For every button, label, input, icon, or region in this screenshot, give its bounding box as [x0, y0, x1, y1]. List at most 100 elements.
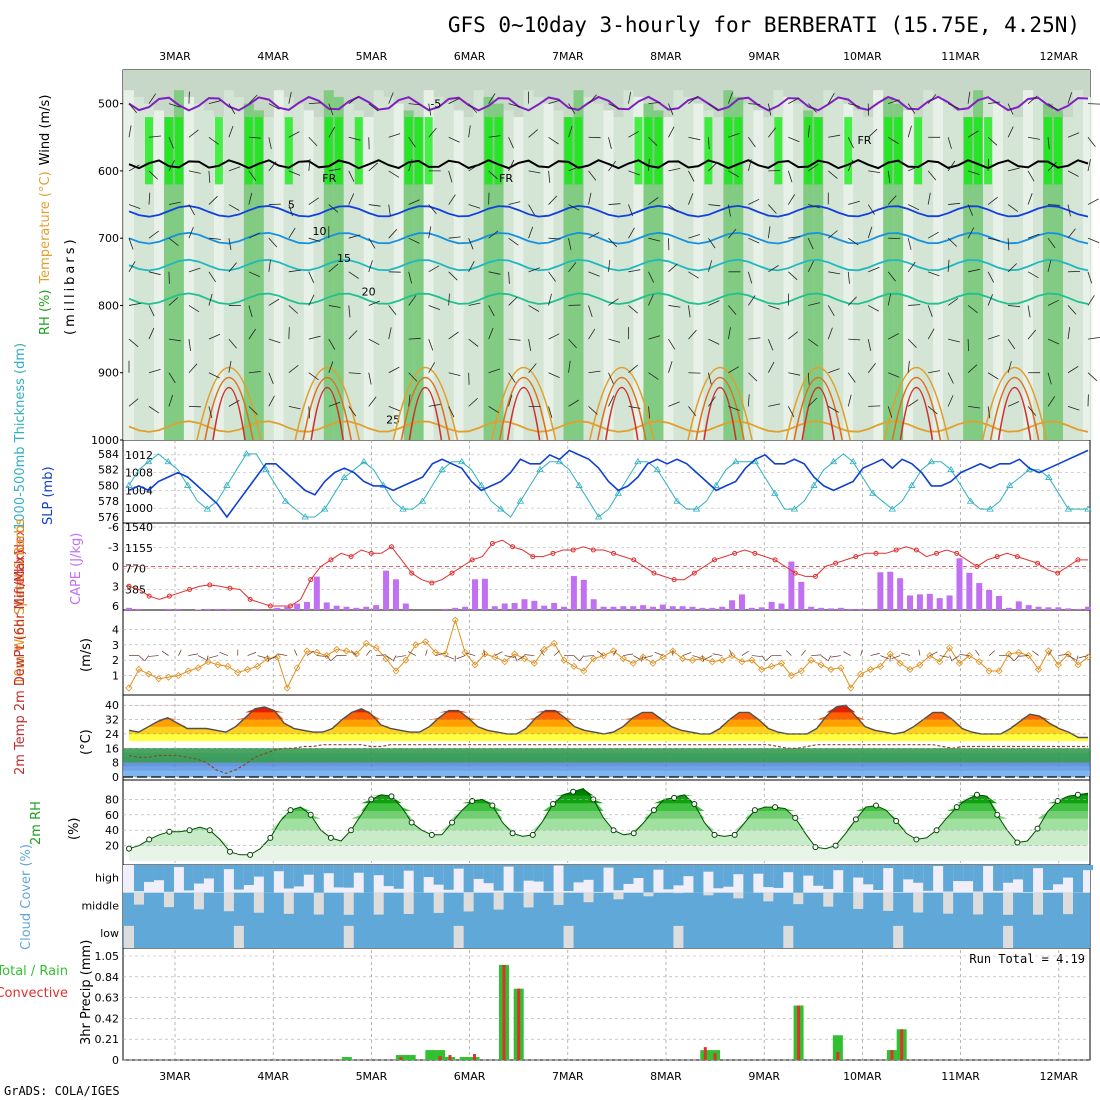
- wind-barb: [807, 125, 810, 138]
- wind-barb: [927, 305, 933, 317]
- wind-barb: [328, 401, 341, 407]
- wind-barb: [648, 271, 655, 283]
- rh-point: [570, 788, 577, 795]
- wind-barb: [768, 204, 777, 214]
- cape-bar: [323, 602, 330, 610]
- thickness-point: [790, 505, 799, 512]
- wind-barb: [388, 92, 394, 104]
- rh-saturated-cell: [414, 117, 423, 185]
- precip-total-bar: [425, 1050, 436, 1060]
- wind-barb: [947, 103, 960, 109]
- low-level-isotherm: [490, 367, 557, 441]
- panel-frame-precip: [122, 947, 1091, 1061]
- wind-barb: [548, 293, 552, 306]
- thickness-point: [692, 505, 701, 512]
- cape-bar: [798, 581, 805, 610]
- wind-barb: [148, 93, 157, 104]
- wind-barb: [808, 302, 820, 306]
- cloud-low-gap: [343, 925, 354, 948]
- wind-barb-10m: [247, 652, 257, 656]
- wind-speed-point: [817, 661, 825, 669]
- rh-point: [287, 807, 294, 814]
- rh-column: [953, 110, 964, 440]
- wind-barb: [188, 305, 200, 313]
- rh-saturated-cell: [404, 117, 413, 185]
- rh-point: [267, 834, 274, 841]
- wind-barb: [248, 406, 258, 415]
- wind-barb: [1007, 361, 1012, 373]
- wind-barb: [328, 103, 334, 116]
- cloud-mid-gap: [973, 892, 984, 915]
- wind-barb: [248, 371, 261, 374]
- wind-barb: [927, 170, 937, 181]
- wind-barb: [248, 305, 253, 318]
- wind-barb-10m: [138, 655, 145, 661]
- wind-barb: [987, 196, 998, 205]
- rh-column: [523, 90, 534, 440]
- wind-speed-point: [857, 670, 865, 678]
- cloud-high-cell: [743, 865, 754, 893]
- wind-barb: [628, 364, 638, 374]
- wind-barb: [887, 195, 897, 205]
- rh-column: [323, 90, 334, 440]
- lifted-point: [974, 564, 980, 569]
- cape-bar: [719, 606, 726, 610]
- cape-bar: [521, 599, 528, 610]
- wind-barb: [868, 266, 880, 273]
- wind-barb-10m: [573, 655, 580, 661]
- thickness-point: [497, 505, 505, 512]
- thickness-point: [360, 458, 368, 465]
- wind-barb-10m: [959, 654, 970, 656]
- ua-ylabel-part: Wind (m/s): [38, 95, 53, 166]
- ua-ytick-label: 700: [98, 232, 119, 245]
- wind-barb: [248, 271, 260, 278]
- cape-bar: [600, 606, 607, 610]
- lifted-ylabel: Lifted Index: [13, 528, 28, 605]
- wind-speed-point: [599, 652, 608, 660]
- cloud-high-cell: [153, 865, 164, 881]
- wind-barb: [188, 129, 199, 138]
- rh-yunit: (%): [67, 818, 82, 841]
- date-label-top: 9MAR: [748, 50, 780, 63]
- wind-barb-10m: [596, 650, 604, 656]
- wind-barb: [1047, 372, 1052, 385]
- wind-speed-point: [451, 616, 459, 624]
- wind-speed-point: [738, 658, 746, 666]
- date-label-top: 12MAR: [1039, 50, 1078, 63]
- wind-barb: [827, 92, 835, 104]
- wind-speed-point: [333, 645, 341, 653]
- wind-barb: [448, 170, 453, 183]
- wind-barb: [268, 338, 281, 344]
- lifted-point: [833, 560, 839, 566]
- cape-bar: [788, 561, 795, 610]
- thickness-point: [869, 489, 877, 496]
- wind-barb: [388, 366, 400, 374]
- ua-ytick-label: 500: [98, 98, 119, 111]
- wind-speed-point: [224, 662, 232, 670]
- wind-barb-10m: [1078, 655, 1089, 659]
- wind-barb: [727, 204, 731, 217]
- wind-speed-point: [688, 656, 697, 664]
- cloud-high-cell: [773, 865, 784, 888]
- wind-barb: [288, 305, 299, 314]
- date-label-bottom: 4MAR: [257, 1070, 289, 1083]
- wind-barb: [648, 158, 650, 171]
- wind-barb: [348, 372, 361, 374]
- wind-barb: [668, 361, 673, 373]
- cape-bar: [986, 590, 993, 610]
- rh-column: [483, 96, 494, 440]
- rh-point: [792, 814, 799, 821]
- wind-barb-10m: [188, 653, 198, 656]
- lifted-point: [227, 585, 233, 591]
- wind-barb-10m: [392, 655, 397, 662]
- cloud-mid-gap: [253, 892, 264, 913]
- precip-total-bar: [405, 1055, 416, 1060]
- lifted-point: [994, 554, 1000, 560]
- rh-saturated-cell: [424, 117, 433, 185]
- rh-point: [873, 802, 880, 809]
- rh-saturated-cell: [734, 117, 743, 185]
- lifted-point: [570, 547, 576, 553]
- wind-barb: [648, 335, 661, 340]
- cloud-high-cell: [753, 865, 764, 874]
- wind-barb: [448, 136, 460, 143]
